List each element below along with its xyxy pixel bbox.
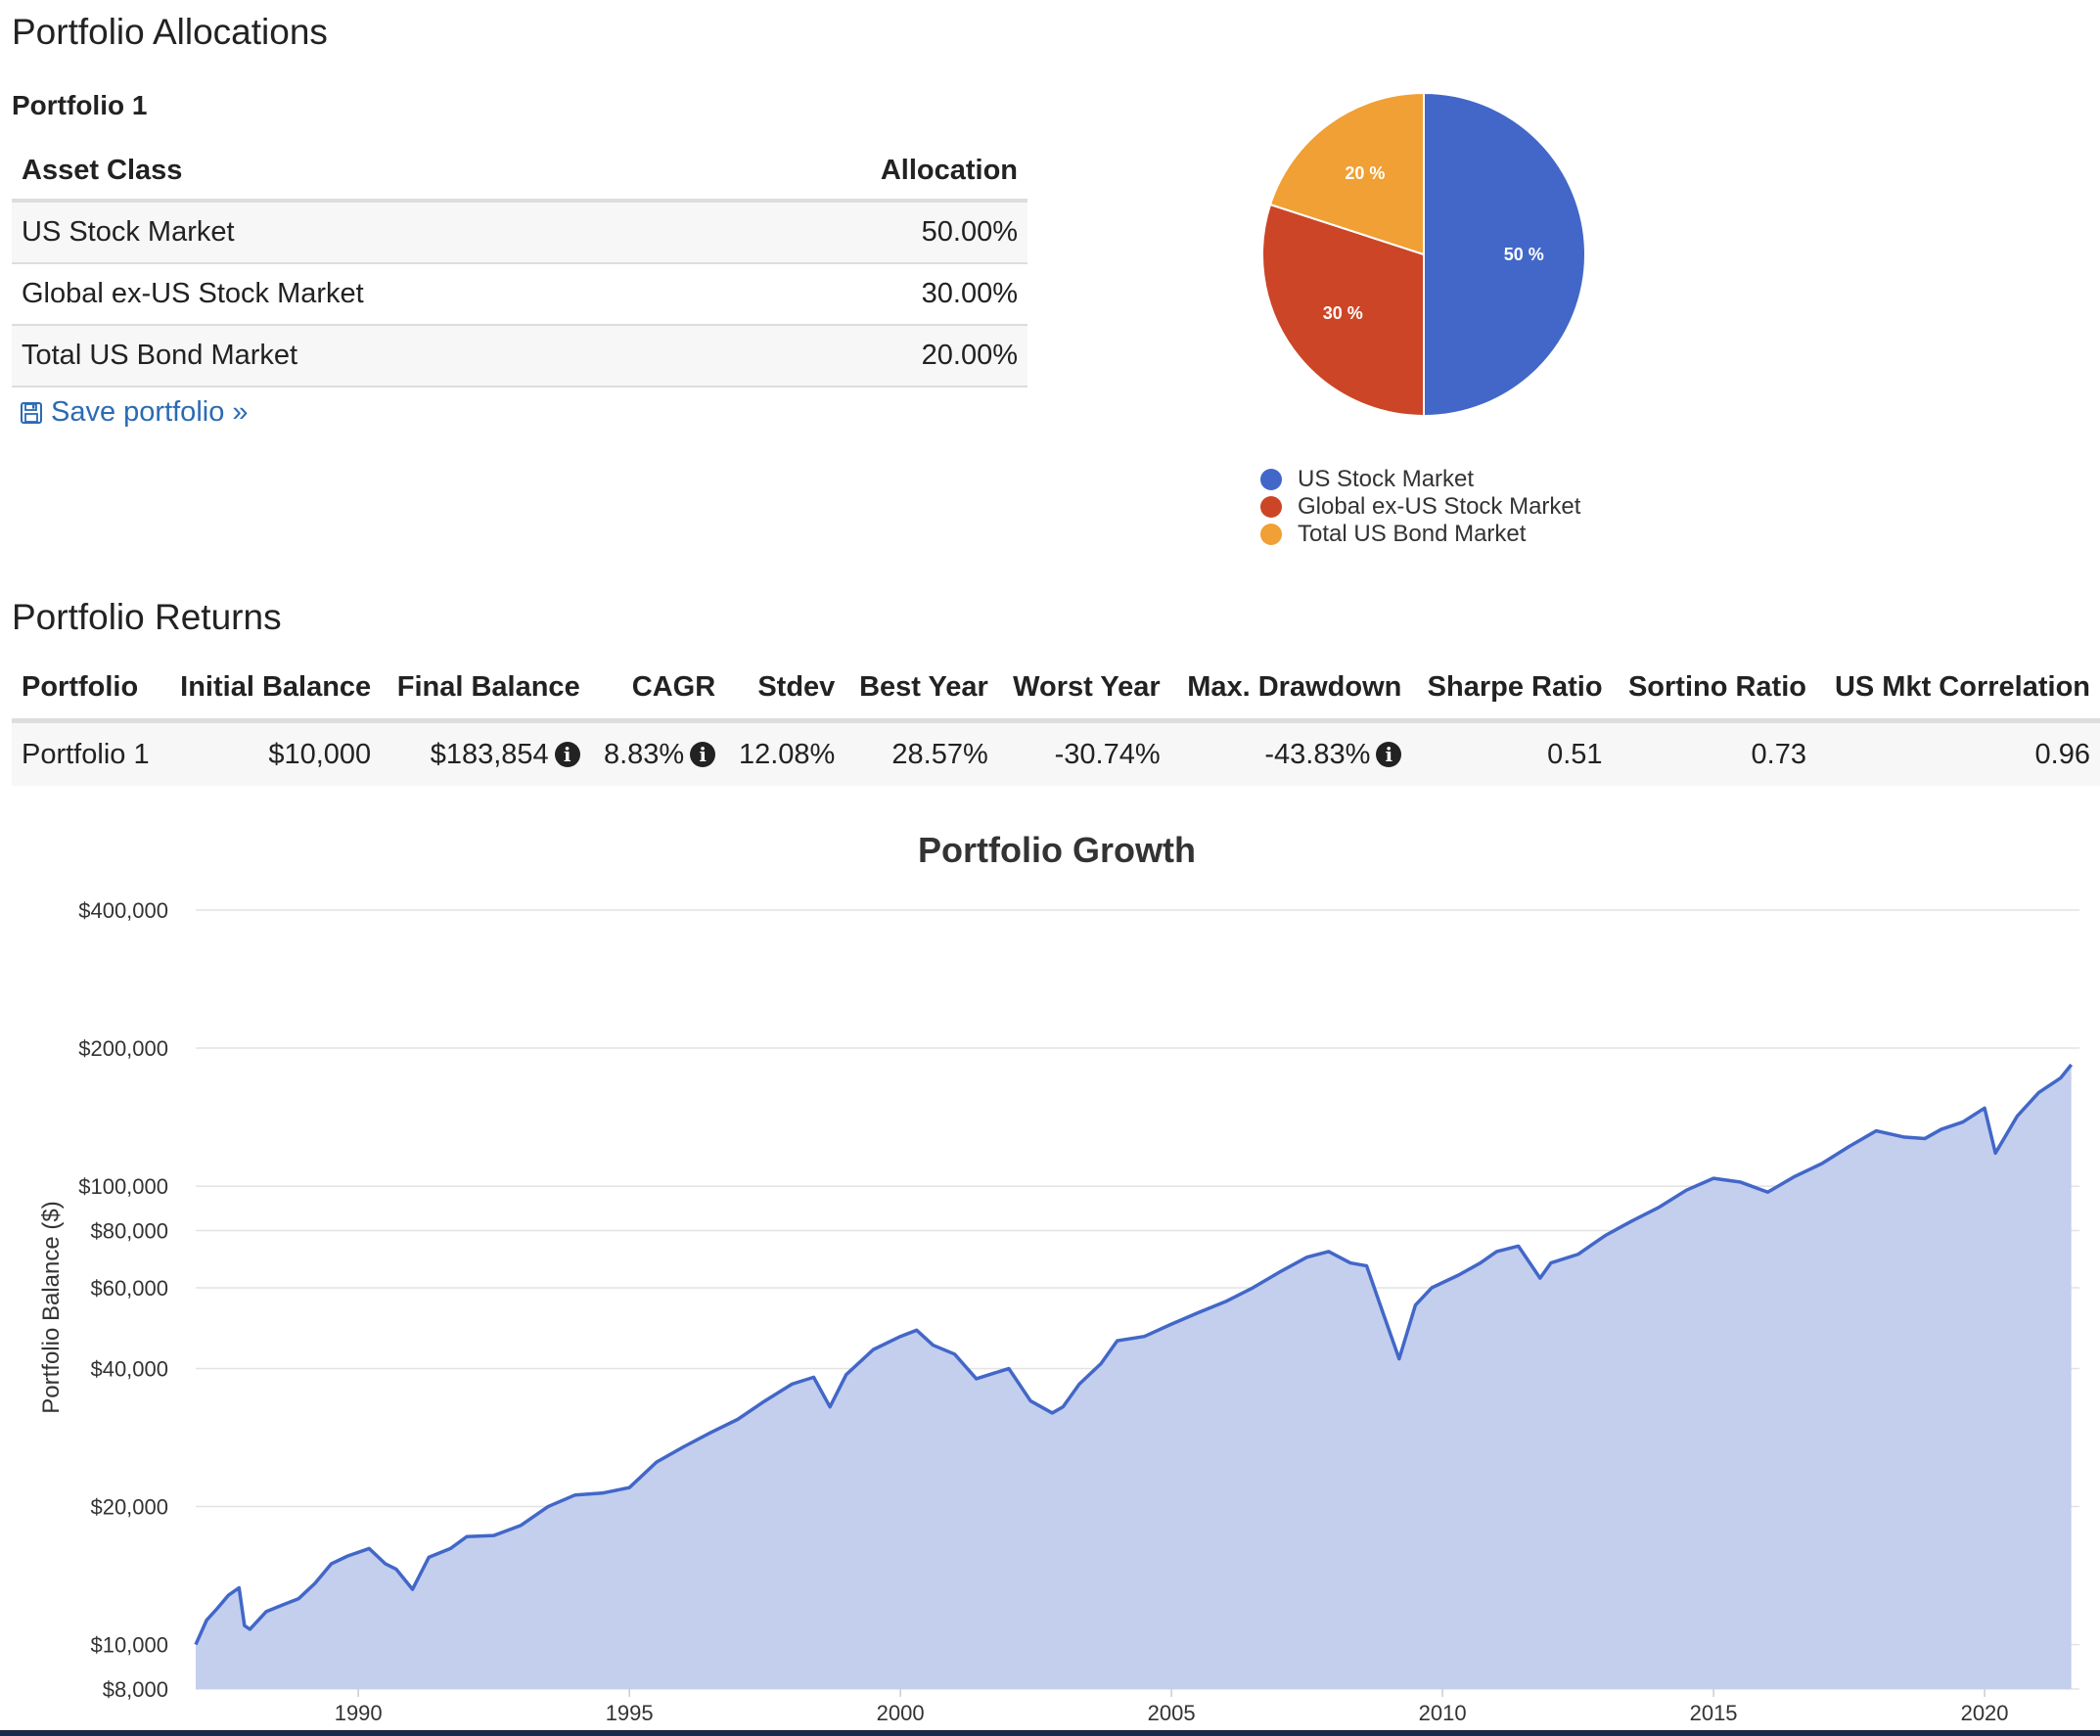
pie-slice[interactable] [1268,91,1425,256]
col-best-year[interactable]: Best Year [845,656,998,723]
pie-slice[interactable] [1261,203,1425,418]
us-mkt-correlation-cell: 0.96 [1815,720,2100,786]
legend-item-global-stock[interactable]: Global ex-US Stock Market [1260,493,1580,521]
pie-data-label: 50 % [1504,245,1544,264]
save-portfolio-link[interactable]: Save portfolio » [20,396,249,429]
y-tick-label: $10,000 [90,1633,168,1658]
legend-item-bond[interactable]: Total US Bond Market [1260,521,1580,548]
table-row: US Stock Market 50.00% [12,201,1027,264]
asset-class-header[interactable]: Asset Class [12,142,721,203]
final-balance-cell: $183,854 i [381,720,590,786]
sortino-cell: 0.73 [1612,720,1816,786]
portfolio-cell: Portfolio 1 [12,720,164,786]
y-axis-label: Portfolio Balance ($) [38,1201,65,1413]
legend-item-us-stock[interactable]: US Stock Market [1260,466,1580,493]
col-us-mkt-correlation[interactable]: US Mkt Correlation [1815,656,2100,723]
pie-data-label: 20 % [1345,163,1385,183]
sharpe-cell: 0.51 [1411,720,1613,786]
legend-marker [1260,469,1282,490]
info-icon[interactable]: i [554,741,580,767]
legend-marker [1260,496,1282,518]
x-tick-label: 2020 [1961,1701,2009,1725]
allocation-value: 50.00% [720,201,1027,264]
floppy-disk-icon [21,401,42,424]
x-tick-label: 2010 [1419,1701,1467,1725]
worst-year-cell: -30.74% [997,720,1170,786]
series-line[interactable] [194,1063,2074,1646]
section-title-allocations: Portfolio Allocations [12,12,328,52]
table-row: Portfolio 1 $10,000 $183,854 i 8.83% i 12.… [12,720,2100,786]
bottom-divider [0,1730,2100,1736]
col-max-drawdown[interactable]: Max. Drawdown [1169,656,1412,723]
col-sortino[interactable]: Sortino Ratio [1612,656,1816,723]
y-tick-label: $8,000 [103,1677,168,1702]
asset-name: US Stock Market [12,201,721,264]
col-worst-year[interactable]: Worst Year [997,656,1170,723]
info-icon[interactable]: i [690,741,716,767]
max-drawdown-cell: -43.83% i [1169,720,1412,786]
final-balance-value: $183,854 [430,738,549,770]
allocation-value: 30.00% [720,263,1027,326]
col-initial-balance[interactable]: Initial Balance [163,656,382,723]
y-tick-label: $60,000 [90,1276,168,1301]
y-tick-label: $400,000 [78,898,168,923]
x-tick-label: 2000 [877,1701,925,1725]
cagr-value: 8.83% [603,738,685,770]
legend-label: Total US Bond Market [1298,521,1527,547]
returns-table: Portfolio Initial Balance Final Balance … [12,656,2100,786]
x-tick-label: 2015 [1690,1701,1738,1725]
pie-data-label: 30 % [1323,303,1363,323]
legend-label: Global ex-US Stock Market [1298,493,1581,520]
best-year-cell: 28.57% [845,720,998,786]
col-stdev[interactable]: Stdev [725,656,845,723]
table-row: Total US Bond Market 20.00% [12,325,1027,388]
asset-name: Global ex-US Stock Market [12,263,721,326]
y-tick-label: $100,000 [78,1174,168,1199]
chart-title: Portfolio Growth [918,830,1196,870]
col-portfolio[interactable]: Portfolio [12,656,164,723]
x-tick-label: 1995 [606,1701,654,1725]
allocation-pie-chart: 50 % 30 % 20 % [1253,83,1595,426]
save-portfolio-label: Save portfolio » [51,396,249,428]
legend-marker [1260,524,1282,545]
y-tick-label: $80,000 [90,1218,168,1243]
initial-balance-cell: $10,000 [163,720,382,786]
col-sharpe[interactable]: Sharpe Ratio [1411,656,1613,723]
allocation-table: Asset Class Allocation US Stock Market 5… [12,142,1027,388]
area-fill [196,1065,2072,1689]
y-tick-label: $200,000 [78,1036,168,1061]
section-title-returns: Portfolio Returns [12,597,282,637]
allocation-value: 20.00% [720,325,1027,388]
pie-svg: 50 % 30 % 20 % [1261,91,1586,418]
table-row: Global ex-US Stock Market 30.00% [12,263,1027,326]
stdev-cell: 12.08% [725,720,845,786]
legend-label: US Stock Market [1298,466,1475,492]
allocation-header[interactable]: Allocation [720,142,1027,203]
portfolio-name: Portfolio 1 [12,90,148,120]
x-tick-label: 2005 [1148,1701,1196,1725]
cagr-cell: 8.83% i [589,720,726,786]
col-cagr[interactable]: CAGR [589,656,726,723]
asset-name: Total US Bond Market [12,325,721,388]
x-tick-label: 1990 [335,1701,383,1725]
pie-slice[interactable] [1423,91,1586,418]
max-drawdown-value: -43.83% [1264,738,1371,770]
pie-legend: US Stock Market Global ex-US Stock Marke… [1260,466,1580,548]
y-tick-label: $40,000 [90,1357,168,1382]
info-icon[interactable]: i [1376,741,1402,767]
col-final-balance[interactable]: Final Balance [381,656,590,723]
portfolio-growth-chart: $8,000 $10,000 $20,000 $40,000 $60,000 $80,00… [38,898,2079,1725]
y-tick-label: $20,000 [90,1495,168,1520]
